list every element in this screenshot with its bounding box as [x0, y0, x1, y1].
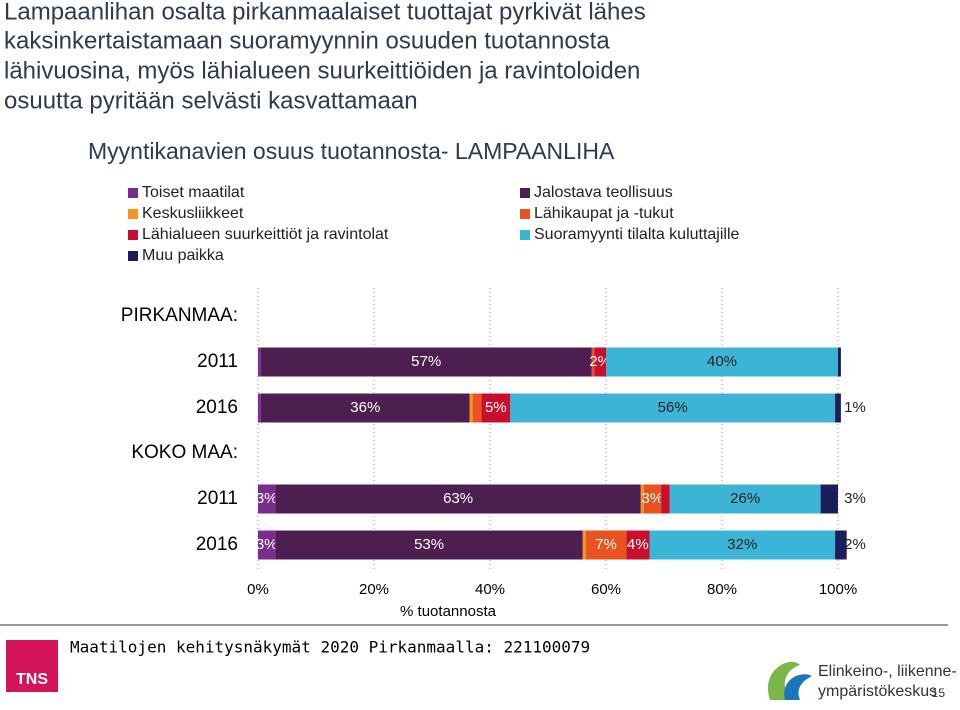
data-label: 3%: [256, 490, 278, 507]
x-tick-label: 100%: [819, 581, 857, 598]
headline: Lampaanlihan osalta pirkanmaalaiset tuot…: [4, 0, 646, 25]
bar-segment: [258, 347, 261, 377]
ely-text: Elinkeino-, liikenne- ja: [818, 663, 960, 680]
legend-swatch: [128, 209, 138, 219]
bar-segment: [649, 530, 836, 560]
legend-swatch: [520, 209, 530, 219]
bar-segment: [510, 393, 836, 423]
data-label: 26%: [730, 490, 760, 507]
legend-swatch: [520, 188, 530, 198]
legend-label: Lähialueen suurkeittiöt ja ravintolat: [142, 226, 389, 243]
y-tick-label: 2016: [196, 534, 238, 555]
bar-segment: [606, 347, 838, 377]
ely-text: ympäristökeskus: [818, 683, 937, 700]
bar-segment: [260, 393, 470, 423]
data-label: 53%: [414, 536, 444, 553]
legend-label: Suoramyynti tilalta kuluttajille: [534, 226, 740, 243]
data-label: 2%: [844, 536, 866, 553]
legend-swatch: [128, 188, 138, 198]
data-label: 56%: [658, 399, 688, 416]
bar-segment: [594, 347, 606, 377]
x-tick-label: 20%: [359, 581, 389, 598]
legend-label: Lähikaupat ja -tukut: [534, 205, 674, 222]
tns-logo: [6, 640, 58, 692]
bar-segment: [626, 530, 650, 560]
chart-title: Myyntikanavien osuus tuotannosta- LAMPAA…: [88, 138, 615, 164]
data-label: 2%: [589, 353, 611, 370]
y-tick-label: 2011: [197, 488, 238, 509]
bar-segment: [469, 393, 473, 423]
x-tick-label: 0%: [247, 581, 269, 598]
ely-logo: [767, 661, 800, 700]
bar-segment: [582, 530, 586, 560]
bar-segment: [820, 484, 838, 514]
bar-segment: [260, 347, 592, 377]
x-tick-label: 40%: [475, 581, 505, 598]
legend-label: Jalostava teollisuus: [534, 184, 673, 201]
x-tick-label: 60%: [591, 581, 621, 598]
data-label: 3%: [844, 490, 866, 507]
bar-segment: [472, 393, 482, 423]
bar-segment: [591, 347, 595, 377]
y-tick-label: 2016: [196, 397, 238, 418]
bar-segment: [669, 484, 821, 514]
data-label: 32%: [727, 536, 757, 553]
data-label: 36%: [350, 399, 380, 416]
bar-segment: [585, 530, 627, 560]
data-label: 3%: [642, 490, 664, 507]
data-label: 4%: [627, 536, 649, 553]
data-label: 3%: [256, 536, 278, 553]
bar-segment: [275, 484, 641, 514]
bar-segment: [275, 530, 583, 560]
data-label: 1%: [844, 399, 866, 416]
bar-segment: [258, 484, 276, 514]
bar-segment: [838, 347, 841, 377]
data-label: 40%: [707, 353, 737, 370]
group-label: PIRKANMAA:: [121, 305, 238, 326]
footer: Maatilojen kehitysnäkymät 2020 Pirkanmaa…: [70, 638, 590, 657]
data-label: 7%: [595, 536, 617, 553]
headline: kaksinkertaistamaan suoramyynnin osuuden…: [4, 27, 610, 54]
legend-swatch: [520, 230, 530, 240]
page-number: 15: [932, 686, 946, 700]
bar-segment: [258, 393, 261, 423]
bar-segment: [835, 393, 841, 423]
headline: lähivuosina, myös lähialueen suurkeittiö…: [4, 57, 640, 84]
x-axis-label: % tuotannosta: [400, 603, 497, 620]
headline: osuutta pyritään selvästi kasvattamaan: [4, 87, 418, 114]
legend-swatch: [128, 251, 138, 261]
data-label: 5%: [485, 399, 507, 416]
legend-swatch: [128, 230, 138, 240]
data-label: 63%: [443, 490, 473, 507]
bar-segment: [481, 393, 511, 423]
x-tick-label: 80%: [707, 581, 737, 598]
ely-logo: [784, 674, 812, 700]
tns-logo-text: TNS: [16, 671, 48, 688]
data-label: 57%: [411, 353, 441, 370]
legend-label: Toiset maatilat: [142, 184, 245, 201]
bar-segment: [258, 530, 276, 560]
legend-label: Muu paikka: [142, 247, 224, 264]
bar-segment: [835, 530, 847, 560]
group-label: KOKO MAA:: [131, 442, 238, 463]
bar-segment: [643, 484, 662, 514]
y-tick-label: 2011: [197, 351, 238, 372]
bar-segment: [640, 484, 644, 514]
bar-segment: [661, 484, 670, 514]
legend-label: Keskusliikkeet: [142, 205, 244, 222]
